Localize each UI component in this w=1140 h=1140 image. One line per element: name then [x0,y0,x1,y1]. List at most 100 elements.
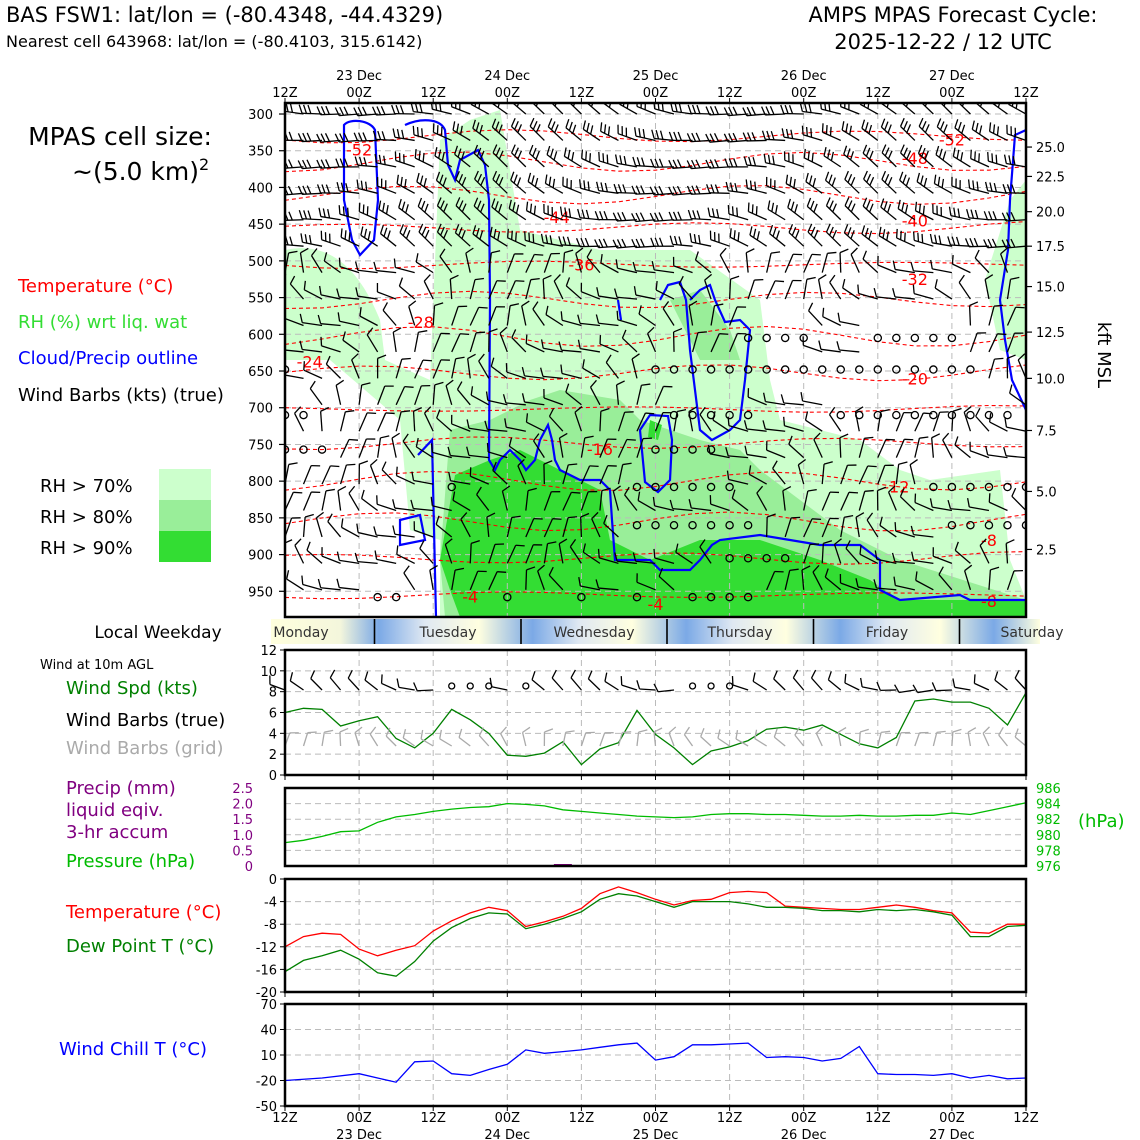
wind-barb-flag [418,150,421,161]
wind-barb-flag [395,466,398,476]
calm-wind-circle [299,445,308,454]
wind-barb-flag [974,249,980,259]
wind-barb [470,103,490,115]
wind-barb [414,359,424,379]
wind-barb-flag [743,156,748,166]
wind-barb-flag [677,409,687,413]
wind-barb-flag [688,300,698,307]
wind-barb [564,155,582,168]
wind-barb-grid [773,736,786,747]
wind-barb-flag [354,156,359,166]
wind-barb-flag [649,186,655,196]
wind-barb [591,518,601,538]
legend-cloud: Cloud/Precip outline [18,348,198,369]
wind-barb [376,162,397,168]
wind-barb-grid [754,738,767,747]
wind-barb [672,243,693,247]
wind-barb [672,192,693,196]
wind-barb [617,412,626,432]
wind-barb-flag [549,235,553,245]
wind-barb [357,139,378,142]
legend-wind-barbs-grid: Wind Barbs (grid) [66,738,224,759]
wind-barb-flag [306,185,312,195]
pressure-tick-label-right: 982 [1036,813,1061,828]
wind-barb-flag [719,247,727,256]
wind-barb-flag [415,437,419,448]
wind-barb-flag [894,522,897,532]
wind-barb-flag [334,133,340,143]
wind-barb [394,507,415,512]
wind-barb-flag [493,229,497,239]
wind-barb-grid [794,734,805,747]
legend-rh: RH (%) wrt liq. wat [18,312,187,333]
wind-barb-flag [975,407,981,417]
wind-barb-flag [340,228,343,238]
wind-barb-flag [905,177,911,187]
wind-barb-flag [763,153,767,163]
wind-barb-flag [304,234,308,244]
wind-barb [517,465,527,485]
wind-barb [913,534,934,538]
wind-barb-flag [357,106,363,116]
wind-barb-flag [535,150,540,160]
wind-barb [747,187,767,194]
wind-barb-flag [743,420,748,430]
wind-barb-flag [1011,103,1014,107]
wind-barb [586,256,601,274]
wind-barb-flag [864,436,874,439]
wind-barb-flag [306,541,311,551]
wind-barb-flag [808,175,813,185]
wind-barb-flag [714,105,720,115]
wind-barb [765,138,786,142]
wind-barb [575,253,583,273]
wind-barb-flag [673,235,678,245]
wind-barb-flag [861,225,866,235]
wind-barb-grid-flag [794,727,800,736]
wind-barb-flag [917,144,923,154]
wind-barb [709,113,730,116]
wind-barb [524,401,545,406]
wind-barb [813,439,823,458]
wind-barb-grid-flag [307,731,317,734]
wind-barb-flag [979,103,983,107]
wind-barb [285,492,294,511]
wind-barb-flag [951,254,954,265]
wind-barb [469,332,477,353]
wind-barb [289,283,305,300]
wind-barb [450,454,471,459]
wind-barb [654,412,664,432]
wind-barb [801,569,805,590]
wind-barb-flag [807,488,817,492]
wind-barb [546,154,564,168]
wind-barb [635,245,656,249]
wind-barb [580,516,583,537]
wind-barb [432,305,436,326]
wind-barb-flag [591,511,599,520]
wind-barb [488,280,498,300]
wind-barb-flag [781,128,785,138]
wind-barb-true-flag [773,670,778,680]
wind-barb [569,546,582,564]
wind-barb [508,208,527,221]
wind-barb-flag [560,364,563,374]
wind-barb-flag [963,406,972,413]
wind-barb [824,576,842,591]
wind-barb [487,428,508,432]
wind-barb-flag [595,181,600,191]
wind-barb [285,317,304,327]
wind-barb-flag [1027,250,1035,253]
wind-barb-grid-flag [998,726,1004,736]
wind-barb-flag [861,119,866,129]
wind-barb [970,158,990,168]
rh90-region [440,450,1026,617]
wind-barb-flag [417,197,423,207]
wind-barb-flag [1015,306,1025,309]
wind-barb-flag [565,383,570,393]
wind-barb-flag [526,566,536,571]
wind-barb-flag [751,204,754,214]
wind-barb [766,571,776,591]
wind-barb-flag [474,103,477,107]
wind-barb [877,411,882,432]
wind-barb-flag [373,526,377,536]
wind-barb-flag [357,132,363,142]
